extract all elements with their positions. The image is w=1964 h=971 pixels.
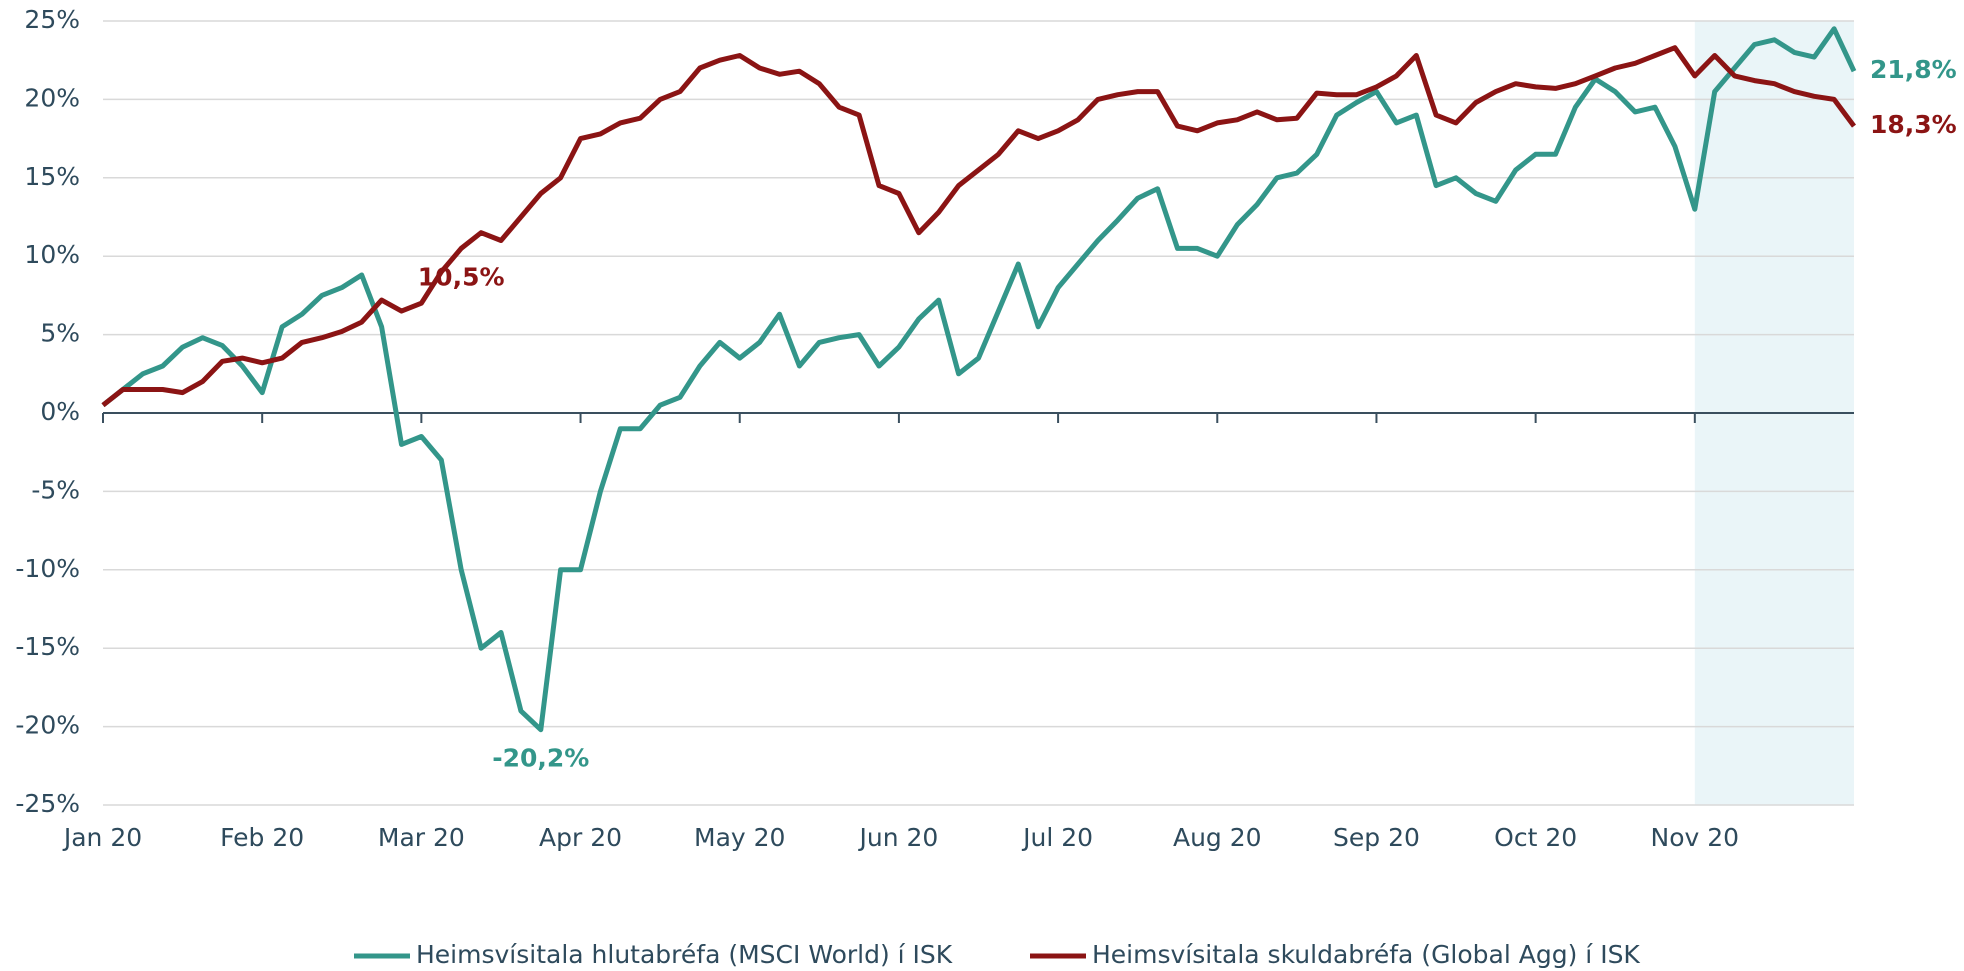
x-tick-label: Jun 20 <box>857 823 938 852</box>
x-tick-label: Sep 20 <box>1333 823 1420 852</box>
series-line <box>101 26 1857 733</box>
value-label: 10,5% <box>418 262 505 291</box>
x-tick-label: Jan 20 <box>62 823 142 852</box>
x-tick-label: Jul 20 <box>1021 823 1093 852</box>
legend-label: Heimsvísitala hlutabréfa (MSCI World) í … <box>416 940 953 969</box>
x-tick-label: Nov 20 <box>1651 823 1740 852</box>
legend-label: Heimsvísitala skuldabréfa (Global Agg) í… <box>1092 940 1640 969</box>
value-label: 21,8% <box>1870 55 1957 84</box>
value-label: -20,2% <box>492 744 589 773</box>
x-tick-label: May 20 <box>694 823 785 852</box>
x-tick-label: Mar 20 <box>378 823 465 852</box>
series-line <box>101 45 1857 408</box>
y-tick-label: 15% <box>24 162 80 191</box>
x-tick-label: Oct 20 <box>1494 823 1577 852</box>
value-label: 18,3% <box>1870 110 1957 139</box>
y-tick-label: -10% <box>15 554 80 583</box>
x-tick-label: Feb 20 <box>220 823 304 852</box>
y-tick-label: -20% <box>15 711 80 740</box>
y-tick-label: 5% <box>40 319 80 348</box>
y-tick-label: -25% <box>15 789 80 818</box>
y-tick-label: 10% <box>24 240 80 269</box>
y-tick-label: 20% <box>24 83 80 112</box>
y-tick-label: 0% <box>40 397 80 426</box>
x-tick-label: Apr 20 <box>539 823 622 852</box>
y-tick-label: -5% <box>31 475 80 504</box>
y-tick-label: -15% <box>15 632 80 661</box>
x-tick-label: Aug 20 <box>1173 823 1262 852</box>
y-tick-label: 25% <box>24 5 80 34</box>
